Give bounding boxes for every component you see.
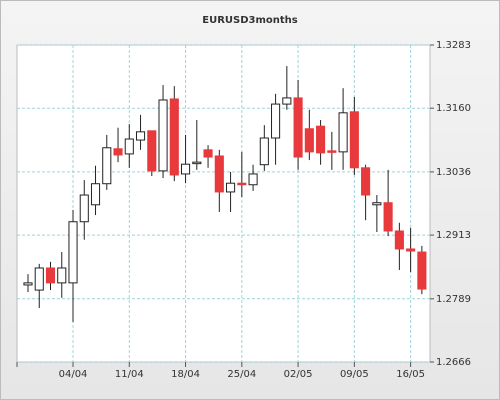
candle-body — [23, 282, 33, 286]
candle-body — [226, 182, 236, 193]
candle-body — [113, 148, 123, 156]
candle-body — [124, 138, 134, 155]
chart-title: EURUSD3months — [202, 15, 298, 26]
candle-body — [338, 112, 348, 153]
candle-body — [203, 149, 213, 158]
y-tick-label: 1.3283 — [436, 40, 471, 51]
candle-body — [214, 155, 224, 193]
candle-body — [406, 248, 416, 252]
y-tick-label: 1.3160 — [436, 103, 471, 114]
candle-body — [349, 111, 359, 169]
candle-body — [45, 267, 56, 284]
candle-body — [90, 183, 101, 206]
y-tick-label: 1.3036 — [436, 167, 471, 178]
x-tick-label: 04/04 — [59, 369, 88, 380]
candle-body — [237, 182, 247, 186]
candle-body — [135, 131, 146, 141]
y-tick-label: 1.2913 — [436, 230, 471, 241]
x-tick-label: 11/04 — [115, 369, 144, 380]
candle-body — [180, 163, 191, 175]
candle-body — [394, 230, 404, 250]
candle-body — [271, 103, 281, 139]
x-tick-label: 25/04 — [227, 369, 256, 380]
x-tick-label: 16/05 — [396, 369, 425, 380]
x-tick-label: 09/05 — [340, 369, 369, 380]
candle-body — [372, 202, 382, 206]
candle-body — [304, 128, 314, 153]
candle-body — [293, 97, 303, 158]
candle-body — [316, 125, 326, 154]
y-tick-label: 1.2789 — [436, 294, 471, 305]
candle-body — [248, 173, 258, 186]
candle-body — [192, 161, 202, 165]
candle-body — [68, 221, 78, 284]
candle-body — [383, 202, 393, 232]
candle-body — [57, 267, 67, 284]
candle-body — [259, 137, 269, 166]
x-tick-label: 02/05 — [284, 369, 313, 380]
candle-body — [417, 251, 427, 290]
candle-body — [158, 99, 168, 172]
y-tick-label: 1.2666 — [436, 357, 471, 368]
candle-body — [361, 167, 371, 196]
candle-body — [102, 147, 112, 185]
candle-body — [327, 150, 337, 153]
candle-body — [169, 98, 179, 176]
candle-body — [34, 267, 44, 291]
candle-body — [282, 97, 292, 105]
x-tick-label: 18/04 — [171, 369, 200, 380]
candle-body — [147, 130, 157, 172]
plot-area — [16, 44, 431, 363]
candle-body — [79, 194, 89, 223]
